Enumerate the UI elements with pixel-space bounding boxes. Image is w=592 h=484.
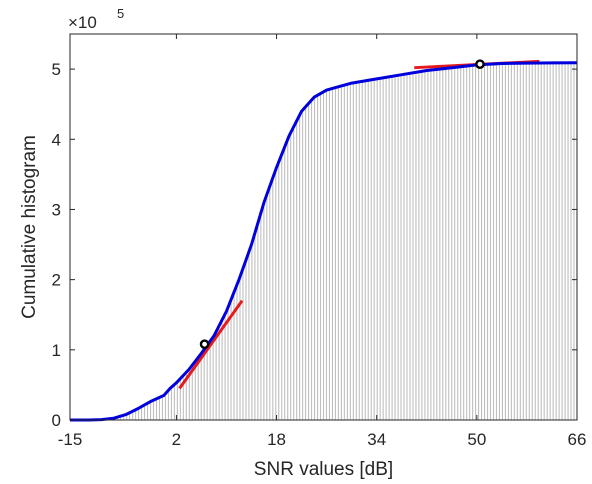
markers — [199, 59, 485, 350]
x-axis-ticks: -15 2 18 34 50 66 — [58, 34, 587, 449]
x-tick-label: -15 — [58, 430, 83, 449]
y-tick-label: 4 — [52, 130, 61, 149]
y-tick-label: 1 — [52, 341, 61, 360]
cumulative-curve-line — [70, 61, 578, 422]
tangent-line — [178, 299, 244, 390]
x-tick-label: 34 — [367, 430, 386, 449]
y-multiplier-base: ×10 — [68, 13, 97, 32]
histogram-stems — [90, 62, 578, 420]
y-tick-label: 0 — [52, 411, 61, 430]
x-tick-label: 66 — [568, 430, 587, 449]
tangent-point-marker — [475, 59, 485, 69]
axes-box — [69, 33, 578, 421]
x-tick-label: 18 — [267, 430, 286, 449]
y-tick-label: 2 — [52, 271, 61, 290]
x-tick-label: 2 — [172, 430, 181, 449]
y-tick-label: 3 — [52, 200, 61, 219]
y-axis-ticks: 0 1 2 3 4 5 — [52, 60, 577, 430]
tangent-point-marker — [199, 339, 210, 350]
y-multiplier-exponent: 5 — [117, 6, 124, 21]
x-axis-label: SNR values [dB] — [254, 459, 393, 480]
x-tick-label: 50 — [467, 430, 486, 449]
y-tick-label: 5 — [52, 60, 61, 79]
y-axis-label: Cumulative histogram — [19, 135, 40, 319]
